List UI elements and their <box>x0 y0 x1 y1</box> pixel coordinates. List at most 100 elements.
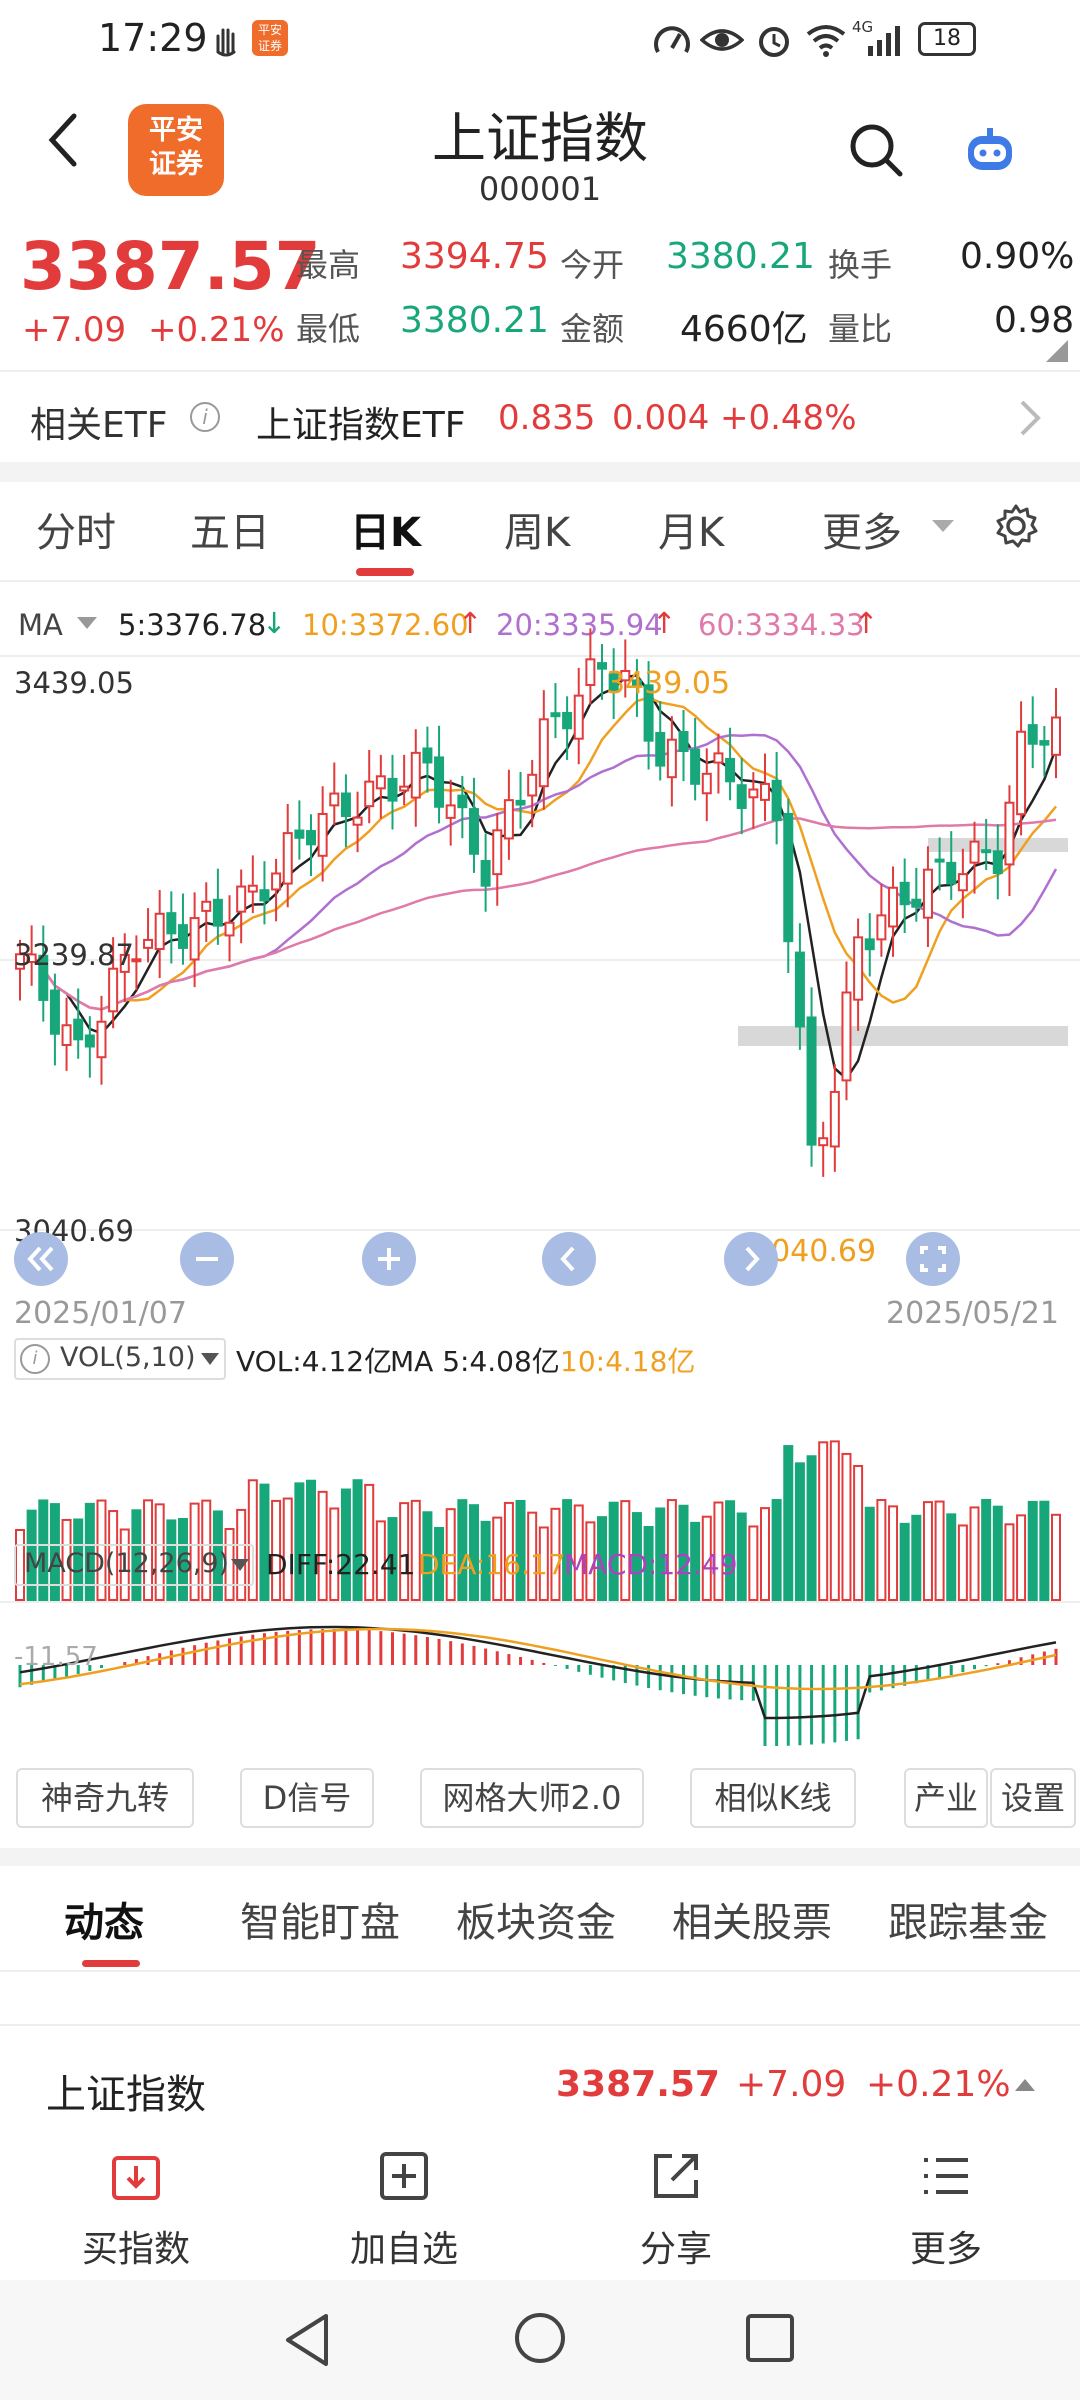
macd-histogram <box>18 1625 1058 1746</box>
ai-assistant-button[interactable] <box>960 122 1020 182</box>
volume-bar <box>445 1508 456 1601</box>
chevron-left-icon <box>560 1246 575 1272</box>
volume-bar <box>468 1504 479 1602</box>
chevron-right-icon <box>1020 400 1041 436</box>
candle-body <box>38 954 49 1001</box>
volume-bar <box>841 1452 852 1601</box>
nav-home-icon[interactable] <box>512 2310 568 2366</box>
candle-body <box>829 1090 840 1148</box>
ma-label[interactable]: MA <box>18 608 63 642</box>
security-code: 000001 <box>478 170 602 208</box>
info-icon[interactable]: i <box>20 1344 50 1374</box>
scroll-right-button[interactable] <box>724 1232 778 1286</box>
volume-bar <box>934 1500 945 1601</box>
support-band <box>738 1026 1068 1046</box>
tab-monthly-k[interactable]: 月K <box>658 510 725 556</box>
candle-body <box>131 958 142 963</box>
y-axis-mid: 3239.87 <box>14 938 134 972</box>
summary-name: 上证指数 <box>46 2072 206 2118</box>
more-button[interactable]: 更多 <box>856 2150 1036 2272</box>
buy-index-label: 买指数 <box>81 2229 190 2270</box>
candle-body <box>1016 730 1027 816</box>
share-button[interactable]: 分享 <box>586 2150 766 2272</box>
date-start: 2025/01/07 <box>14 1296 187 1331</box>
volume-bar <box>189 1502 200 1601</box>
scroll-start-button[interactable] <box>14 1232 68 1286</box>
candle-body <box>189 917 200 961</box>
tool-settings[interactable]: 设置 <box>990 1768 1076 1828</box>
low-value: 3380.21 <box>400 300 549 341</box>
volume-bar <box>1016 1514 1027 1602</box>
macd-indicator-selector[interactable]: MACD(12,26,9) <box>14 1544 254 1586</box>
active-tab-indicator <box>82 1960 140 1967</box>
tool-industry[interactable]: 产业 <box>904 1768 988 1828</box>
volume-bar <box>538 1526 549 1602</box>
tab-tracking-funds[interactable]: 跟踪基金 <box>888 1900 1048 1946</box>
add-watchlist-button[interactable]: 加自选 <box>314 2150 494 2272</box>
candle-body <box>655 731 666 767</box>
candle-body <box>503 799 514 840</box>
buy-index-button[interactable]: 买指数 <box>46 2150 226 2272</box>
candle-body <box>888 886 899 928</box>
volume-bar <box>492 1516 503 1602</box>
caret-down-icon[interactable] <box>76 616 98 630</box>
caret-up-icon[interactable] <box>1014 2078 1036 2092</box>
alarm-icon <box>754 22 794 58</box>
hand-icon <box>208 22 244 58</box>
candle-body <box>259 889 270 902</box>
tab-weekly-k[interactable]: 周K <box>504 510 571 556</box>
volume-bar <box>503 1501 514 1601</box>
tab-smart-watch[interactable]: 智能盯盘 <box>240 1900 400 1946</box>
gear-icon[interactable] <box>992 502 1040 550</box>
tool-grid-master[interactable]: 网格大师2.0 <box>420 1768 644 1828</box>
volume-bar <box>340 1488 351 1601</box>
battery-icon: 18 <box>918 22 976 56</box>
volume-bar <box>224 1527 235 1602</box>
open-label: 今开 <box>560 246 625 284</box>
info-icon[interactable]: i <box>190 402 220 432</box>
tab-five-day[interactable]: 五日 <box>190 510 270 556</box>
back-button[interactable] <box>44 110 104 190</box>
tool-nine-turn[interactable]: 神奇九转 <box>16 1768 194 1828</box>
tab-related-stocks[interactable]: 相关股票 <box>672 1900 832 1946</box>
fullscreen-button[interactable] <box>906 1232 960 1286</box>
tool-similar-kline[interactable]: 相似K线 <box>690 1768 856 1828</box>
tool-d-signal[interactable]: D信号 <box>240 1768 374 1828</box>
kline-chart[interactable] <box>0 590 1080 1750</box>
search-button[interactable] <box>846 120 906 180</box>
candle-body <box>759 782 770 801</box>
zoom-in-button[interactable] <box>362 1232 416 1286</box>
volume-bar <box>853 1464 864 1601</box>
status-time: 17:29 <box>98 16 208 60</box>
tab-more[interactable]: 更多 <box>822 510 902 556</box>
caret-down-icon <box>201 1353 219 1365</box>
tab-intraday[interactable]: 分时 <box>36 510 116 556</box>
tab-sector-funds[interactable]: 板块资金 <box>456 1900 616 1946</box>
zoom-out-button[interactable] <box>180 1232 234 1286</box>
nav-recents-icon[interactable] <box>744 2312 796 2364</box>
related-etf-row[interactable]: 相关ETF i 上证指数ETF 0.835 0.004 +0.48% <box>0 372 1080 462</box>
candle-body <box>352 816 363 826</box>
nav-back-icon[interactable] <box>280 2310 334 2370</box>
volume-bar <box>329 1507 340 1601</box>
low-label: 最低 <box>296 310 361 348</box>
volume-bar <box>620 1500 631 1602</box>
active-tab-indicator <box>356 568 414 576</box>
summary-row[interactable]: 上证指数 3387.57 +7.09 +0.21% <box>0 2026 1080 2138</box>
scroll-left-button[interactable] <box>542 1232 596 1286</box>
volume-bar <box>992 1505 1003 1601</box>
candle-body <box>96 1020 107 1059</box>
volume-bar <box>399 1502 410 1602</box>
candle-body <box>992 850 1003 875</box>
tab-news[interactable]: 动态 <box>64 1900 144 1946</box>
volume-bar <box>562 1499 573 1601</box>
volume-bar <box>946 1513 957 1601</box>
vol-indicator-selector[interactable]: i VOL(5,10) <box>14 1338 226 1380</box>
expand-corner-icon[interactable] <box>1046 340 1068 362</box>
candle-body <box>818 1137 829 1147</box>
candle-body <box>26 953 37 963</box>
tab-daily-k[interactable]: 日K <box>350 510 421 556</box>
candle-body <box>538 718 549 788</box>
volume-bar <box>573 1504 584 1602</box>
status-bar: 17:29 平安 证券 4G 18 <box>0 0 1080 80</box>
